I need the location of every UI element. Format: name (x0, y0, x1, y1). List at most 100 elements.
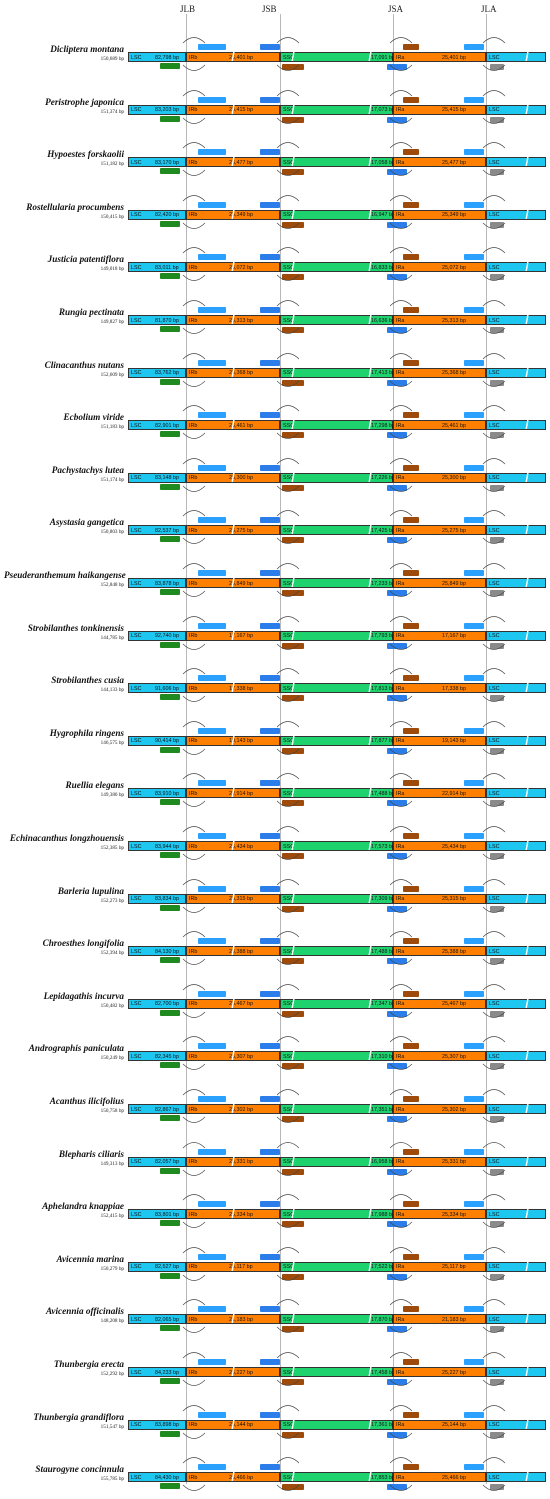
region-length-irb: 25,275 bp (229, 527, 253, 534)
region-lsc: LSC 84,430 bp (128, 1472, 186, 1483)
boundary-arc (482, 1432, 506, 1439)
trnN-gene (403, 938, 419, 945)
region-ira: IRa 25,467 bp (393, 998, 486, 1009)
region-lsc2: LSC (486, 788, 546, 799)
ycf1-ssc-gene (387, 1273, 407, 1280)
region-ssc: SSC 17,309 bp (280, 893, 395, 904)
boundary-arc (389, 142, 413, 149)
break-mark: / (368, 155, 372, 170)
region-ssc: SSC 17,351 bp (280, 1104, 395, 1114)
genome-size: 144,785 bp (100, 634, 124, 641)
region-label-ssc: SSC (283, 1053, 295, 1060)
boundary-arc (482, 826, 506, 833)
rpl2-ira-gene (464, 1464, 484, 1471)
boundary-arc (276, 801, 300, 808)
region-lsc: LSC 83,834 bp (128, 893, 186, 904)
boundary-arc (276, 1221, 300, 1228)
region-label-lsc: LSC (131, 1053, 142, 1060)
rpl2-ira-gene (464, 727, 484, 734)
boundary-arc (276, 300, 300, 307)
region-lsc: LSC 92,740 bp (128, 630, 186, 641)
ycf1-gene (282, 379, 304, 386)
ndhF-gene (260, 1148, 280, 1155)
boundary-arc (182, 64, 206, 71)
boundary-arc (389, 1194, 413, 1201)
boundary-arc (182, 247, 206, 254)
boundary-arc (182, 1011, 206, 1018)
region-label-irb: IRb (189, 896, 198, 903)
region-ira: IRa 25,388 bp (393, 946, 486, 957)
region-length-irb: 25,144 bp (229, 1422, 253, 1429)
break-mark: / (525, 1154, 529, 1169)
trnN-gene (403, 1043, 419, 1050)
region-irb: IRb 25,368 bp (186, 367, 280, 378)
genome-size: 150,279 bp (100, 1265, 124, 1272)
break-mark: / (368, 681, 372, 696)
break-mark: / (231, 365, 235, 380)
genome-size: 150,482 bp (100, 1002, 124, 1009)
boundary-arc (389, 1221, 413, 1228)
species-name: Pachystachys lutea (51, 464, 124, 475)
region-ssc: SSC 17,226 bp (280, 472, 395, 483)
boundary-arc (389, 169, 413, 176)
rpl2-gene (198, 570, 226, 576)
ycf1-gene (282, 695, 304, 702)
species-name: Clinacanthus nutans (44, 359, 124, 370)
region-length-ira: 25,434 bp (442, 843, 466, 850)
region-label-irb: IRb (189, 527, 198, 534)
break-mark: / (368, 1365, 372, 1379)
region-label-irb: IRb (189, 159, 198, 166)
boundary-arc (276, 1036, 300, 1043)
region-length-lsc: 83,910 bp (155, 790, 179, 797)
region-label-irb: IRb (189, 1264, 198, 1271)
region-ssc: SSC 16,958 bp (280, 1156, 395, 1167)
genome-row: Strobilanthes cusia 144,133 bp LSC 91,606 b… (0, 655, 550, 710)
region-length-ira: 25,144 bp (442, 1422, 466, 1429)
boundary-arc (482, 958, 506, 965)
region-length-lsc: 84,233 bp (155, 1369, 179, 1376)
region-ssc: SSC 17,091 bp (280, 52, 395, 62)
boundary-arc (182, 169, 206, 176)
break-mark: / (525, 681, 529, 696)
break-mark: / (291, 839, 295, 853)
species-name: Andrographis paniculata (28, 1043, 124, 1054)
region-lsc2: LSC (486, 1419, 546, 1430)
break-mark: / (525, 470, 529, 485)
region-irb: IRb 25,227 bp (186, 1367, 280, 1377)
boundary-arc (276, 247, 300, 254)
rpl2-ira-gene (464, 254, 484, 261)
ycf1-gene (282, 116, 304, 123)
region-length-ira: 17,167 bp (442, 633, 466, 640)
boundary-arc (482, 485, 506, 492)
rps19-gene (160, 904, 180, 911)
rps19-gene (160, 431, 180, 438)
ndhF-gene (260, 44, 280, 50)
boundary-arc (182, 222, 206, 229)
region-length-lsc: 82,798 bp (155, 54, 179, 61)
region-label-ssc: SSC (283, 370, 295, 377)
ycf1-gene (282, 642, 304, 649)
boundary-arc (389, 1116, 413, 1123)
trnH-gene (490, 1010, 504, 1017)
boundary-arc (182, 906, 206, 913)
break-mark: / (525, 786, 529, 801)
genome-size: 149,380 bp (100, 792, 124, 799)
region-label-irb: IRb (189, 107, 198, 114)
ndhF-gene (260, 517, 280, 524)
region-label-lsc2: LSC (489, 1053, 500, 1060)
region-label-lsc: LSC (131, 1474, 142, 1481)
region-label-irb: IRb (189, 1053, 198, 1060)
boundary-arc (482, 89, 506, 96)
region-ira: IRa 25,307 bp (393, 1051, 486, 1062)
boundary-arc (482, 247, 506, 254)
rpl2-gene (198, 412, 226, 419)
region-label-ssc: SSC (283, 1422, 295, 1429)
boundary-arc (389, 1274, 413, 1281)
genome-row: Blepharis ciliaris 149,313 bp LSC 82,057 bp… (0, 1129, 550, 1184)
region-label-ira: IRa (396, 948, 405, 955)
break-mark: / (291, 1470, 295, 1485)
boundary-arc (276, 485, 300, 492)
break-mark: / (368, 470, 372, 485)
boundary-arc (389, 853, 413, 860)
region-label-ira: IRa (396, 843, 405, 850)
